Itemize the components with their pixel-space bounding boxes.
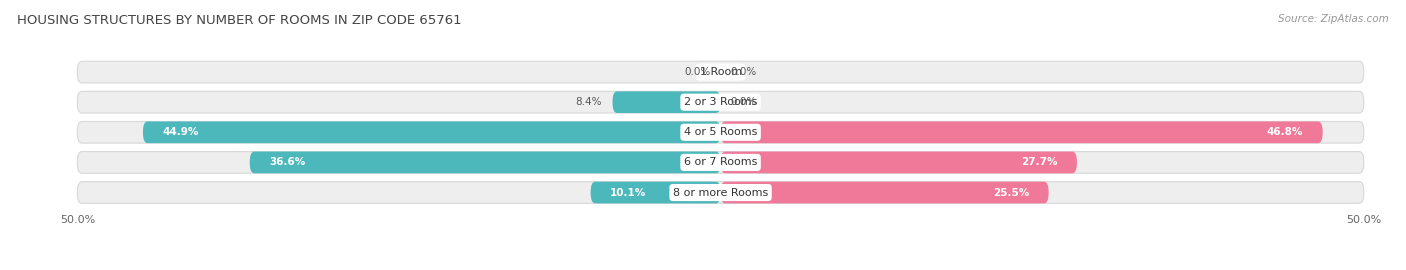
- FancyBboxPatch shape: [250, 151, 721, 173]
- Text: 1 Room: 1 Room: [700, 67, 741, 77]
- FancyBboxPatch shape: [721, 151, 1077, 173]
- Text: 0.0%: 0.0%: [685, 67, 710, 77]
- Text: 4 or 5 Rooms: 4 or 5 Rooms: [683, 127, 758, 137]
- FancyBboxPatch shape: [613, 91, 721, 113]
- FancyBboxPatch shape: [721, 182, 1049, 203]
- Text: Source: ZipAtlas.com: Source: ZipAtlas.com: [1278, 14, 1389, 23]
- Text: HOUSING STRUCTURES BY NUMBER OF ROOMS IN ZIP CODE 65761: HOUSING STRUCTURES BY NUMBER OF ROOMS IN…: [17, 14, 461, 26]
- FancyBboxPatch shape: [143, 122, 721, 143]
- Text: 27.7%: 27.7%: [1021, 157, 1057, 167]
- Legend: Owner-occupied, Renter-occupied: Owner-occupied, Renter-occupied: [605, 267, 837, 270]
- Text: 44.9%: 44.9%: [162, 127, 198, 137]
- Text: 0.0%: 0.0%: [731, 97, 756, 107]
- Text: 10.1%: 10.1%: [610, 188, 647, 198]
- FancyBboxPatch shape: [77, 182, 1364, 203]
- Text: 6 or 7 Rooms: 6 or 7 Rooms: [683, 157, 758, 167]
- FancyBboxPatch shape: [591, 182, 721, 203]
- FancyBboxPatch shape: [77, 151, 1364, 173]
- Text: 0.0%: 0.0%: [731, 67, 756, 77]
- Text: 8 or more Rooms: 8 or more Rooms: [673, 188, 768, 198]
- FancyBboxPatch shape: [77, 61, 1364, 83]
- Text: 25.5%: 25.5%: [993, 188, 1029, 198]
- Text: 2 or 3 Rooms: 2 or 3 Rooms: [683, 97, 758, 107]
- Text: 46.8%: 46.8%: [1267, 127, 1303, 137]
- FancyBboxPatch shape: [721, 122, 1323, 143]
- FancyBboxPatch shape: [77, 91, 1364, 113]
- Text: 36.6%: 36.6%: [269, 157, 305, 167]
- FancyBboxPatch shape: [77, 122, 1364, 143]
- Text: 8.4%: 8.4%: [575, 97, 602, 107]
